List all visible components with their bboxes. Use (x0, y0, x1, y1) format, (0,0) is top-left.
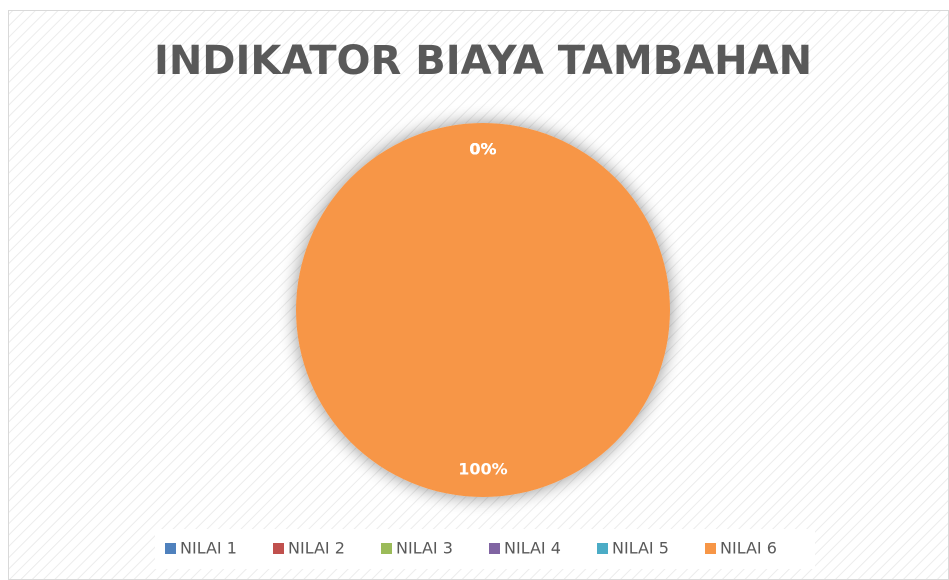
data-label: 0% (469, 140, 496, 159)
pie-slice (296, 123, 670, 497)
data-label: 0% (469, 140, 496, 159)
legend-label: NILAI 5 (612, 539, 669, 558)
legend-swatch (273, 543, 284, 554)
legend-label: NILAI 2 (288, 539, 345, 558)
data-label: 0% (469, 140, 496, 159)
legend-label: NILAI 3 (396, 539, 453, 558)
legend-swatch (705, 543, 716, 554)
legend-swatch (381, 543, 392, 554)
data-label: 0% (469, 140, 496, 159)
pie (296, 123, 670, 497)
data-label: 100% (458, 460, 507, 479)
legend-label: NILAI 6 (720, 539, 777, 558)
legend-label: NILAI 4 (504, 539, 561, 558)
legend-swatch (165, 543, 176, 554)
chart-title: INDIKATOR BIAYA TAMBAHAN (154, 38, 812, 84)
legend-label: NILAI 1 (180, 539, 237, 558)
legend-swatch (597, 543, 608, 554)
data-label: 0% (469, 140, 496, 159)
legend-swatch (489, 543, 500, 554)
